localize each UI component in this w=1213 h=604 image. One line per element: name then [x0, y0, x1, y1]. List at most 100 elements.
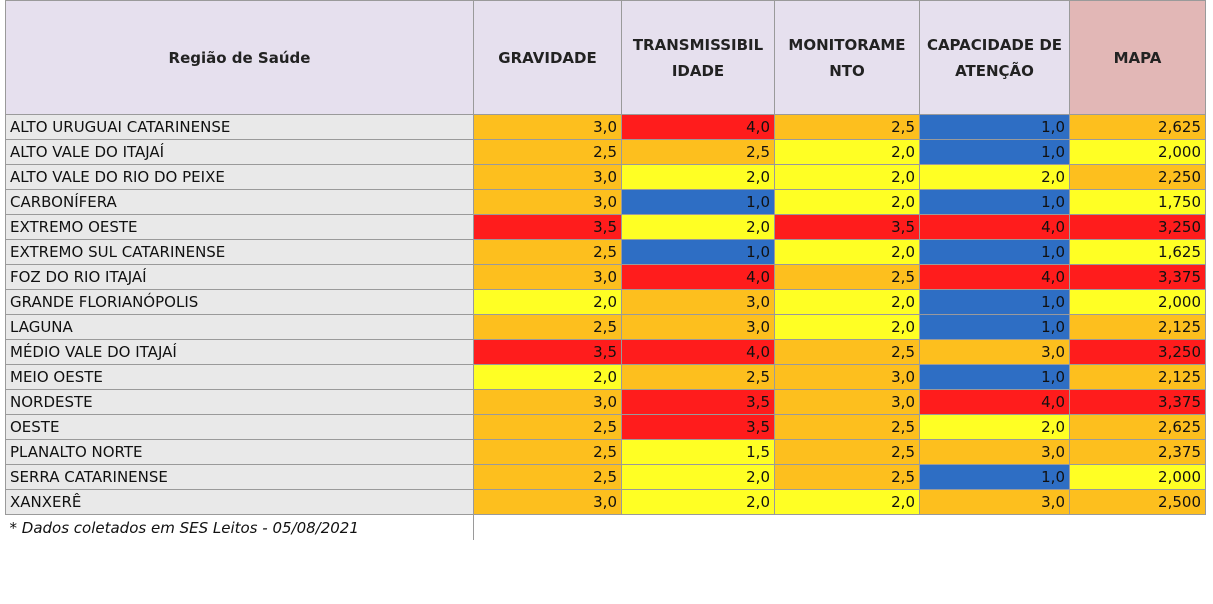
- capacidade-cell[interactable]: 4,0: [919, 264, 1070, 290]
- gravidade-cell[interactable]: 3,0: [473, 114, 622, 140]
- mapa-cell[interactable]: 2,125: [1069, 364, 1206, 390]
- gravidade-cell[interactable]: 2,5: [473, 464, 622, 490]
- mapa-cell[interactable]: 2,000: [1069, 464, 1206, 490]
- region-name-cell[interactable]: CARBONÍFERA: [5, 189, 474, 215]
- region-name-cell[interactable]: EXTREMO SUL CATARINENSE: [5, 239, 474, 265]
- mapa-cell[interactable]: 2,625: [1069, 114, 1206, 140]
- transmissibilidade-cell[interactable]: 2,0: [621, 489, 775, 515]
- region-name-cell[interactable]: OESTE: [5, 414, 474, 440]
- monitoramento-cell[interactable]: 3,0: [774, 389, 920, 415]
- transmissibilidade-cell[interactable]: 4,0: [621, 114, 775, 140]
- monitoramento-cell[interactable]: 2,5: [774, 339, 920, 365]
- gravidade-cell[interactable]: 3,0: [473, 164, 622, 190]
- monitoramento-cell[interactable]: 2,0: [774, 489, 920, 515]
- mapa-cell[interactable]: 2,125: [1069, 314, 1206, 340]
- transmissibilidade-cell[interactable]: 3,5: [621, 414, 775, 440]
- mapa-cell[interactable]: 3,375: [1069, 264, 1206, 290]
- monitoramento-cell[interactable]: 2,0: [774, 289, 920, 315]
- region-name-cell[interactable]: SERRA CATARINENSE: [5, 464, 474, 490]
- gravidade-cell[interactable]: 3,5: [473, 214, 622, 240]
- monitoramento-cell[interactable]: 2,5: [774, 114, 920, 140]
- transmissibilidade-cell[interactable]: 1,0: [621, 189, 775, 215]
- capacidade-cell[interactable]: 1,0: [919, 364, 1070, 390]
- region-name-cell[interactable]: NORDESTE: [5, 389, 474, 415]
- transmissibilidade-cell[interactable]: 3,0: [621, 289, 775, 315]
- header-gravidade: GRAVIDADE: [473, 0, 622, 115]
- capacidade-cell[interactable]: 1,0: [919, 289, 1070, 315]
- monitoramento-cell[interactable]: 2,0: [774, 164, 920, 190]
- mapa-cell[interactable]: 2,500: [1069, 489, 1206, 515]
- region-name-cell[interactable]: PLANALTO NORTE: [5, 439, 474, 465]
- monitoramento-cell[interactable]: 2,5: [774, 464, 920, 490]
- capacidade-cell[interactable]: 1,0: [919, 139, 1070, 165]
- mapa-cell[interactable]: 1,625: [1069, 239, 1206, 265]
- table-row: ALTO VALE DO ITAJAÍ 2,5 2,5 2,0 1,0 2,000: [5, 139, 1206, 165]
- transmissibilidade-cell[interactable]: 4,0: [621, 264, 775, 290]
- transmissibilidade-cell[interactable]: 2,0: [621, 214, 775, 240]
- mapa-cell[interactable]: 3,250: [1069, 214, 1206, 240]
- transmissibilidade-cell[interactable]: 2,5: [621, 139, 775, 165]
- region-name-cell[interactable]: MÉDIO VALE DO ITAJAÍ: [5, 339, 474, 365]
- mapa-cell[interactable]: 2,375: [1069, 439, 1206, 465]
- transmissibilidade-cell[interactable]: 1,5: [621, 439, 775, 465]
- transmissibilidade-cell[interactable]: 2,5: [621, 364, 775, 390]
- capacidade-cell[interactable]: 4,0: [919, 214, 1070, 240]
- header-monitoramento-label: MONITORAME NTO: [788, 35, 906, 80]
- gravidade-cell[interactable]: 2,0: [473, 289, 622, 315]
- capacidade-cell[interactable]: 1,0: [919, 464, 1070, 490]
- gravidade-cell[interactable]: 3,5: [473, 339, 622, 365]
- mapa-cell[interactable]: 2,250: [1069, 164, 1206, 190]
- capacidade-cell[interactable]: 3,0: [919, 339, 1070, 365]
- capacidade-cell[interactable]: 4,0: [919, 389, 1070, 415]
- capacidade-cell[interactable]: 1,0: [919, 314, 1070, 340]
- monitoramento-cell[interactable]: 3,5: [774, 214, 920, 240]
- mapa-cell[interactable]: 2,000: [1069, 139, 1206, 165]
- table-body: ALTO URUGUAI CATARINENSE 3,0 4,0 2,5 1,0 2,62…: [5, 114, 1206, 515]
- gravidade-cell[interactable]: 3,0: [473, 264, 622, 290]
- region-name-cell[interactable]: ALTO VALE DO RIO DO PEIXE: [5, 164, 474, 190]
- region-name-cell[interactable]: LAGUNA: [5, 314, 474, 340]
- gravidade-cell[interactable]: 2,5: [473, 439, 622, 465]
- gravidade-cell[interactable]: 2,5: [473, 414, 622, 440]
- gravidade-cell[interactable]: 3,0: [473, 389, 622, 415]
- mapa-cell[interactable]: 2,000: [1069, 289, 1206, 315]
- gravidade-cell[interactable]: 2,0: [473, 364, 622, 390]
- monitoramento-cell[interactable]: 3,0: [774, 364, 920, 390]
- region-name-cell[interactable]: GRANDE FLORIANÓPOLIS: [5, 289, 474, 315]
- monitoramento-cell[interactable]: 2,0: [774, 239, 920, 265]
- region-name-cell[interactable]: ALTO VALE DO ITAJAÍ: [5, 139, 474, 165]
- gravidade-cell[interactable]: 3,0: [473, 489, 622, 515]
- capacidade-cell[interactable]: 1,0: [919, 239, 1070, 265]
- monitoramento-cell[interactable]: 2,0: [774, 139, 920, 165]
- transmissibilidade-cell[interactable]: 3,5: [621, 389, 775, 415]
- monitoramento-cell[interactable]: 2,5: [774, 439, 920, 465]
- region-name-cell[interactable]: XANXERÊ: [5, 489, 474, 515]
- mapa-cell[interactable]: 1,750: [1069, 189, 1206, 215]
- monitoramento-cell[interactable]: 2,5: [774, 264, 920, 290]
- transmissibilidade-cell[interactable]: 1,0: [621, 239, 775, 265]
- region-name-cell[interactable]: MEIO OESTE: [5, 364, 474, 390]
- capacidade-cell[interactable]: 3,0: [919, 439, 1070, 465]
- gravidade-cell[interactable]: 2,5: [473, 139, 622, 165]
- gravidade-cell[interactable]: 2,5: [473, 239, 622, 265]
- mapa-cell[interactable]: 2,625: [1069, 414, 1206, 440]
- region-name-cell[interactable]: FOZ DO RIO ITAJAÍ: [5, 264, 474, 290]
- capacidade-cell[interactable]: 1,0: [919, 189, 1070, 215]
- capacidade-cell[interactable]: 2,0: [919, 164, 1070, 190]
- capacidade-cell[interactable]: 3,0: [919, 489, 1070, 515]
- transmissibilidade-cell[interactable]: 3,0: [621, 314, 775, 340]
- capacidade-cell[interactable]: 1,0: [919, 114, 1070, 140]
- monitoramento-cell[interactable]: 2,0: [774, 314, 920, 340]
- mapa-cell[interactable]: 3,375: [1069, 389, 1206, 415]
- gravidade-cell[interactable]: 2,5: [473, 314, 622, 340]
- transmissibilidade-cell[interactable]: 2,0: [621, 464, 775, 490]
- transmissibilidade-cell[interactable]: 4,0: [621, 339, 775, 365]
- region-name-cell[interactable]: EXTREMO OESTE: [5, 214, 474, 240]
- capacidade-cell[interactable]: 2,0: [919, 414, 1070, 440]
- gravidade-cell[interactable]: 3,0: [473, 189, 622, 215]
- monitoramento-cell[interactable]: 2,5: [774, 414, 920, 440]
- mapa-cell[interactable]: 3,250: [1069, 339, 1206, 365]
- transmissibilidade-cell[interactable]: 2,0: [621, 164, 775, 190]
- monitoramento-cell[interactable]: 2,0: [774, 189, 920, 215]
- region-name-cell[interactable]: ALTO URUGUAI CATARINENSE: [5, 114, 474, 140]
